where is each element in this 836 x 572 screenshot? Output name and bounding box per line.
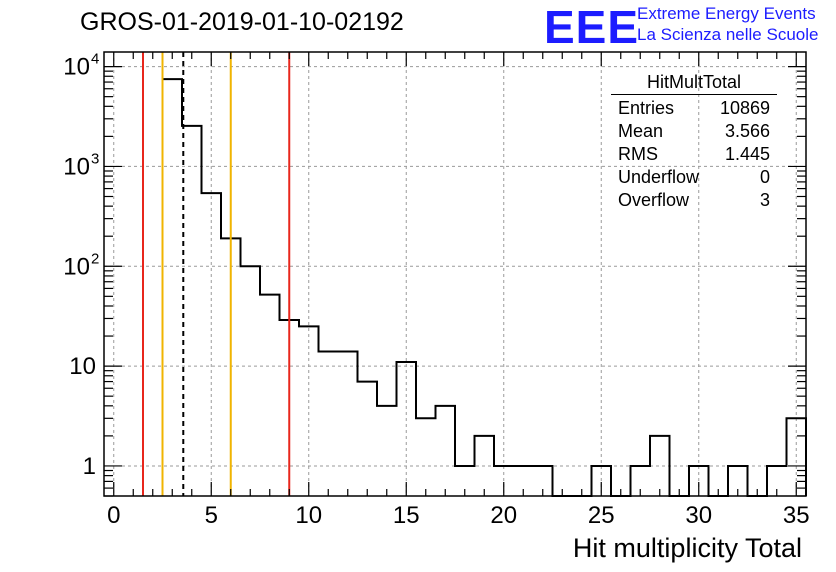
stats-row: RMS 1.445	[611, 143, 775, 166]
x-tick-label: 0	[107, 502, 120, 529]
y-tick-exponent: 4	[91, 51, 99, 68]
stats-value: 3.566	[724, 121, 770, 141]
stats-title: HitMultTotal	[611, 72, 777, 95]
stats-value: 10869	[719, 98, 770, 118]
plot-frame	[103, 51, 807, 497]
stats-row: Underflow 0	[611, 166, 775, 189]
y-tick-label: 10	[69, 353, 96, 380]
x-tick-label: 35	[783, 502, 810, 529]
x-tick-label: 30	[685, 502, 712, 529]
histogram-bin	[163, 79, 183, 496]
histogram-bars	[161, 78, 807, 497]
histogram-bin	[338, 352, 358, 496]
y-tick-label: 10	[63, 253, 90, 280]
logo-line-1: Extreme Energy Events	[637, 4, 816, 23]
histogram-bin	[182, 126, 202, 496]
x-tick-label: 15	[393, 502, 420, 529]
y-tick-label: 10	[63, 153, 90, 180]
x-tick-label: 10	[295, 502, 322, 529]
stats-row: Mean 3.566	[611, 120, 775, 143]
x-axis-label: Hit multiplicity Total	[572, 533, 802, 563]
y-tick-exponent: 2	[91, 250, 99, 267]
x-tick-label: 5	[205, 502, 218, 529]
histogram-outline	[161, 78, 807, 497]
x-axis-ticks: 0 5 10 15 20 25 30 35	[107, 52, 810, 529]
histogram-bin	[319, 352, 339, 496]
axes	[103, 51, 807, 497]
y-tick-exponent: 3	[91, 150, 99, 167]
histogram-bin	[436, 406, 456, 496]
stats-box: HitMultTotal Entries 10869 Mean 3.566 RMS 1.4…	[611, 72, 777, 212]
y-tick-label: 1	[83, 453, 96, 480]
stats-label: Mean	[618, 121, 664, 141]
x-tick-label: 20	[490, 502, 517, 529]
histogram-bin	[358, 382, 378, 496]
x-tick-label: 25	[588, 502, 615, 529]
eee-logo: EEE	[544, 1, 640, 53]
chart-title: GROS-01-2019-01-10-02192	[80, 8, 404, 36]
histogram-bin	[241, 266, 261, 496]
stats-value: 0	[759, 167, 770, 187]
marker-lines	[142, 52, 291, 496]
stats-label: Overflow	[618, 190, 690, 210]
stats-value: 1.445	[724, 144, 770, 164]
stats-row: Overflow 3	[611, 189, 775, 212]
stats-label: RMS	[618, 144, 658, 164]
logo-line-2: La Scienza nelle Scuole	[637, 25, 819, 44]
histogram-bin	[416, 418, 436, 496]
stats-value: 3	[759, 190, 770, 210]
histogram-bin	[299, 326, 319, 496]
stats-row: Entries 10869	[611, 97, 775, 120]
y-tick-label: 10	[63, 54, 90, 81]
histogram-bin	[377, 406, 397, 496]
stats-label: Underflow	[618, 167, 700, 187]
stats-rows: Entries 10869 Mean 3.566 RMS 1.445 Underflow 0 O…	[611, 97, 775, 212]
stats-label: Entries	[618, 98, 675, 118]
